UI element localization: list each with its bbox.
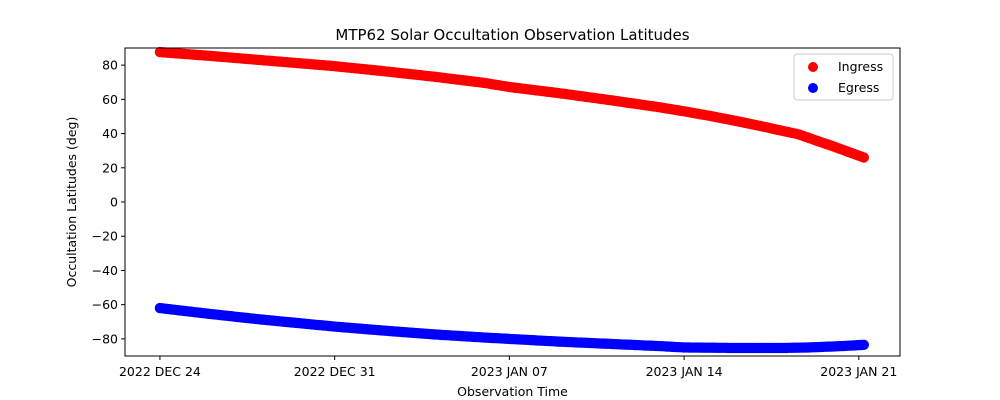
x-axis-label: Observation Time [457, 384, 568, 399]
y-tick-label: 40 [102, 126, 118, 141]
legend-frame [793, 53, 894, 101]
y-tick-label: 0 [110, 195, 118, 210]
legend-marker-egress [808, 83, 818, 93]
y-axis-label: Occultation Latitudes (deg) [64, 117, 79, 288]
y-tick-label: 60 [102, 92, 118, 107]
y-axis-ticks: 80 60 40 20 0 −20 −40 −60 −80 [92, 58, 125, 346]
y-tick-label: −40 [92, 263, 118, 278]
x-tick-label: 2023 JAN 07 [471, 364, 548, 379]
y-tick-label: −60 [92, 297, 118, 312]
y-tick-label: 20 [102, 160, 118, 175]
series-ingress [154, 46, 870, 163]
x-tick-label: 2023 JAN 21 [820, 364, 897, 379]
plot-background [125, 48, 900, 356]
chart-title: MTP62 Solar Occultation Observation Lati… [335, 26, 689, 44]
series-egress [154, 302, 870, 354]
legend: Ingress Egress [793, 53, 894, 101]
y-tick-label: 80 [102, 58, 118, 73]
y-tick-label: −80 [92, 331, 118, 346]
egress-point [858, 339, 870, 351]
x-tick-label: 2022 DEC 24 [119, 364, 201, 379]
ingress-point [858, 152, 870, 163]
y-tick-label: −20 [92, 229, 118, 244]
x-tick-label: 2023 JAN 14 [646, 364, 723, 379]
legend-marker-ingress [808, 62, 818, 72]
legend-label-egress: Egress [838, 80, 879, 95]
x-axis-ticks: 2022 DEC 24 2022 DEC 31 2023 JAN 07 2023 JA… [119, 356, 897, 379]
x-tick-label: 2022 DEC 31 [294, 364, 376, 379]
plot-area [124, 46, 901, 357]
legend-label-ingress: Ingress [838, 59, 883, 74]
series-layer [154, 46, 870, 354]
